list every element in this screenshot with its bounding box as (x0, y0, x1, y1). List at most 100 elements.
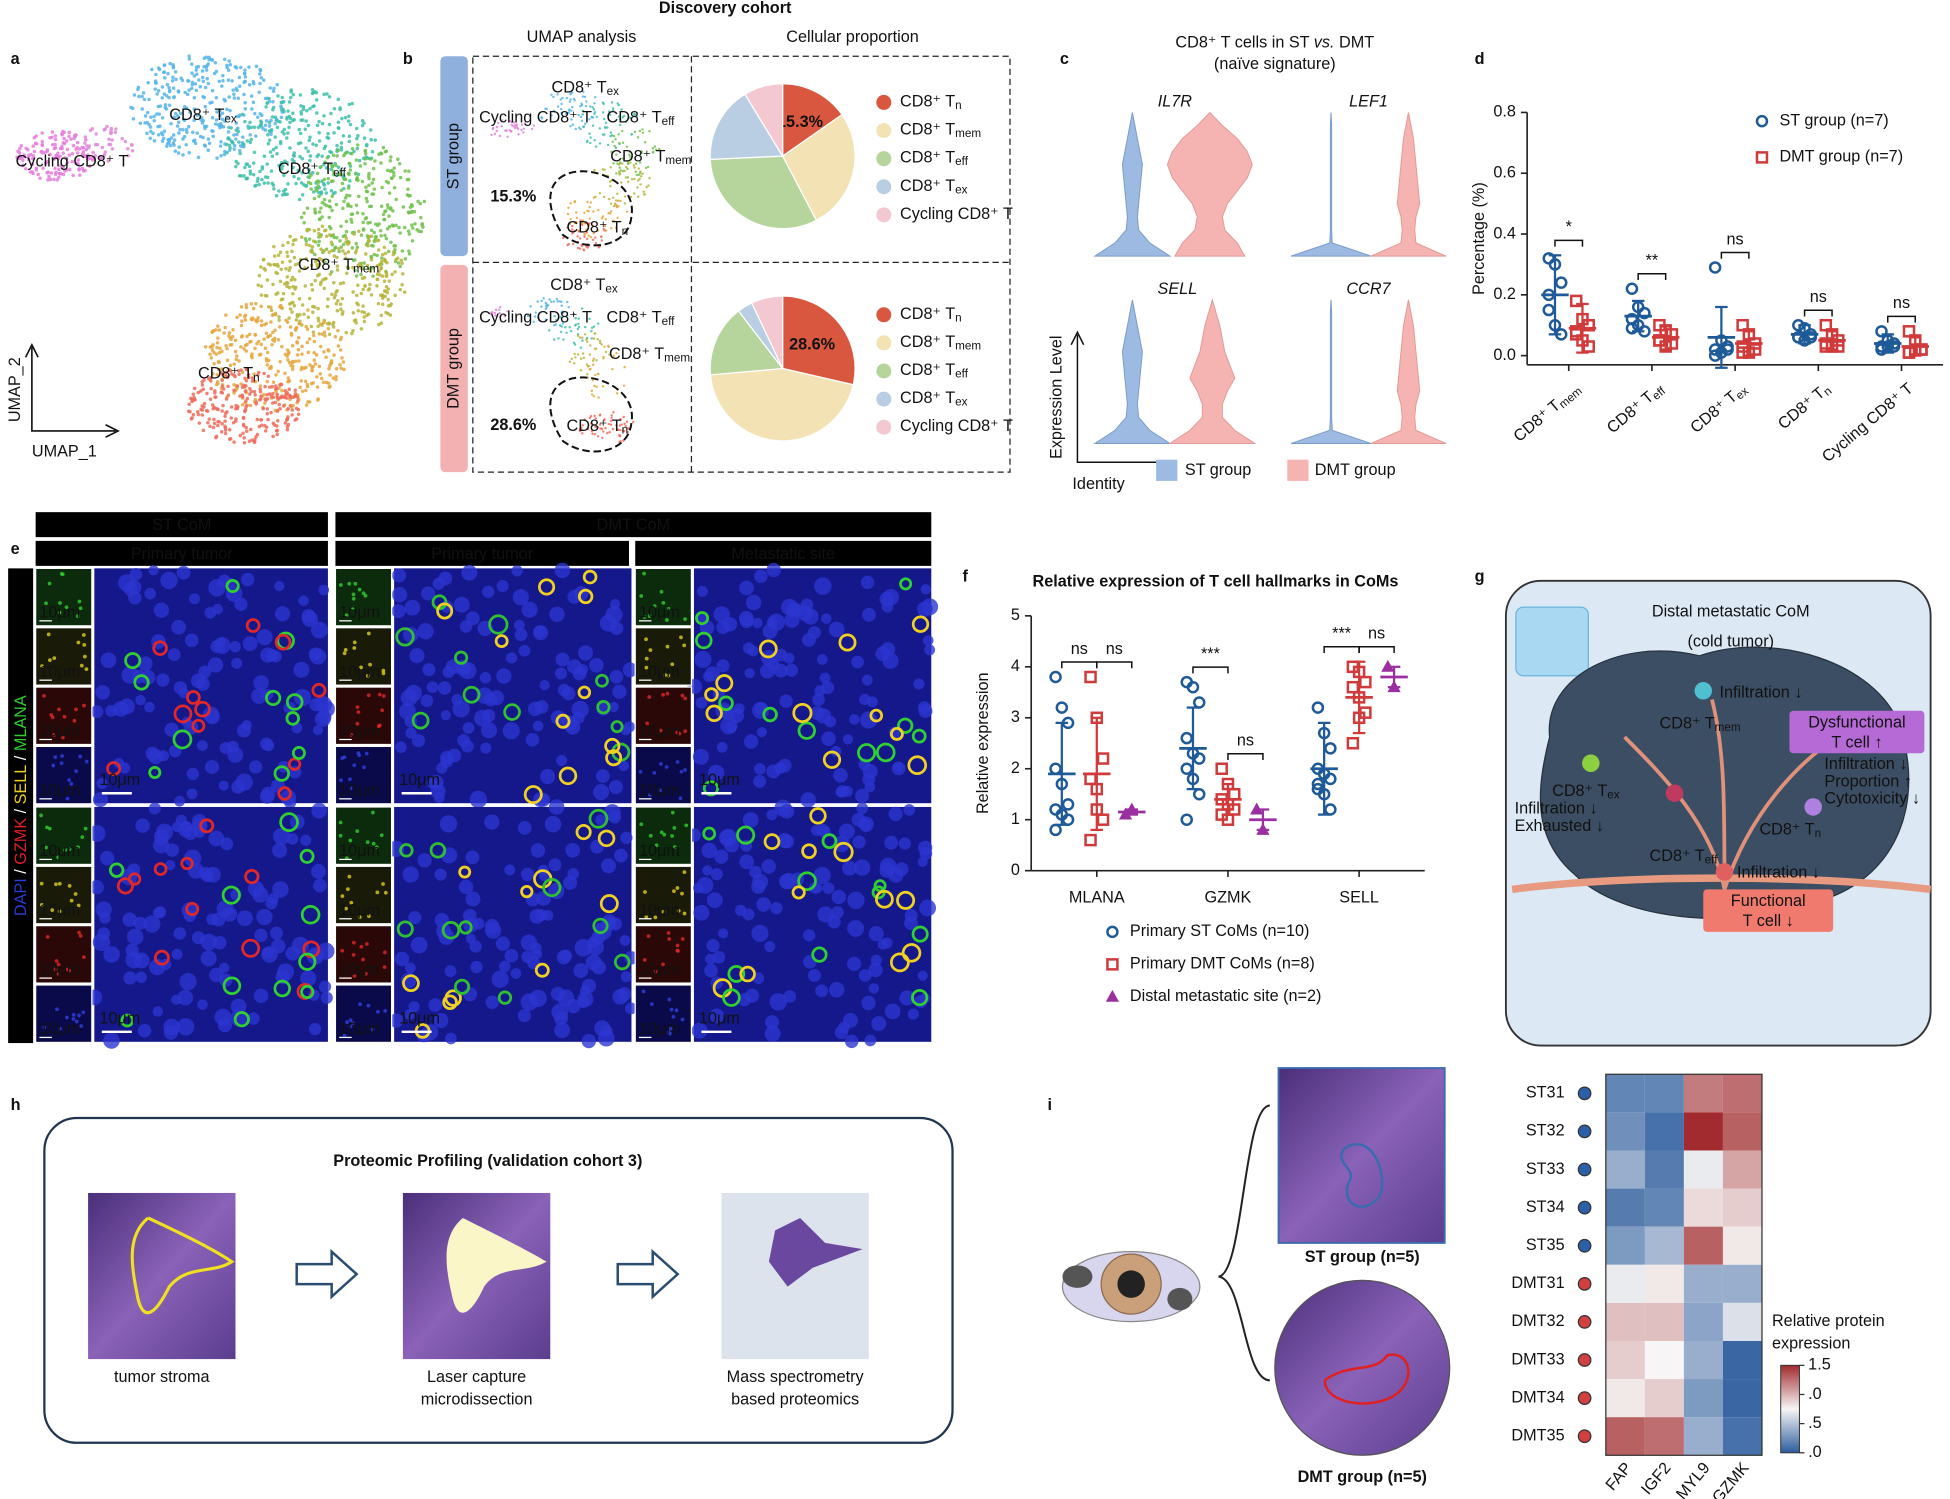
umap-dot (370, 192, 374, 196)
header-label: DMT CoM (597, 516, 671, 534)
cell (899, 577, 913, 591)
umap-dot (243, 119, 247, 124)
umap-dot (548, 298, 551, 301)
thumb-dot (349, 733, 354, 737)
umap-dot (249, 94, 254, 98)
umap-dot (293, 359, 298, 363)
umap-dot (532, 124, 536, 127)
umap-dot (611, 367, 614, 371)
umap-dot (199, 389, 203, 393)
cell (791, 885, 806, 900)
umap-dot (364, 252, 368, 256)
nucleus (247, 880, 265, 897)
umap-dot (386, 206, 390, 210)
cell (542, 877, 562, 898)
cell (173, 704, 193, 724)
cell (180, 856, 194, 871)
thumb-dot (671, 1014, 676, 1019)
umap-dot (327, 204, 332, 209)
umap-dot (259, 265, 263, 269)
umap-dot (571, 242, 575, 246)
umap-dot (370, 266, 375, 270)
sig-label: ns (1727, 230, 1744, 248)
thumb-dot (342, 651, 347, 656)
row-group-dot (1577, 1162, 1592, 1177)
umap-dot (100, 145, 105, 150)
umap-dot (292, 174, 296, 179)
umap-dot (171, 133, 176, 137)
umap-dot (272, 262, 276, 267)
thumb-dot (349, 900, 354, 905)
umap-dot (344, 271, 349, 275)
nucleus (173, 681, 188, 695)
nucleus (831, 906, 844, 919)
cell (702, 780, 720, 797)
umap-dot (328, 373, 332, 377)
umap-dot (556, 300, 559, 303)
umap-dot (392, 166, 396, 170)
umap-dot (354, 241, 358, 246)
cell (857, 743, 877, 763)
umap-dot (38, 176, 42, 180)
umap-dot (311, 170, 315, 175)
umap-dot (246, 373, 251, 377)
umap-dot (158, 104, 163, 108)
nucleus (831, 889, 847, 905)
umap-dot (379, 265, 383, 270)
umap-dot (161, 136, 166, 141)
umap-dot (577, 325, 581, 329)
panel-title: CD8⁺ T cells in ST vs. DMT (1175, 34, 1374, 52)
umap-dot (596, 372, 600, 376)
panel-label: a (11, 50, 21, 68)
title-part: CD8⁺ T cells in ST (1175, 34, 1313, 52)
thumb-dot (673, 845, 677, 850)
thumb-dot (661, 600, 666, 605)
data-point (1708, 343, 1722, 356)
umap-dot (215, 345, 219, 350)
scale-label: 10μm (39, 1020, 80, 1038)
umap-dot (573, 343, 577, 346)
umap-dot (315, 171, 320, 176)
umap-dot (288, 116, 293, 121)
nucleus (590, 839, 604, 854)
umap-dot (53, 142, 57, 147)
umap-dot (322, 146, 327, 151)
umap-dot (601, 436, 604, 440)
thumb-dot (59, 572, 64, 576)
umap-dot (588, 353, 592, 356)
nucleus (272, 842, 288, 858)
umap-dot (569, 217, 572, 221)
nucleus (554, 1022, 571, 1039)
thumb-dot (57, 881, 62, 886)
umap-dot (266, 141, 271, 146)
umap-dot (385, 261, 389, 265)
umap-dot (173, 70, 178, 74)
umap-dot (208, 352, 212, 357)
nucleus (835, 786, 847, 798)
umap-dot (639, 170, 642, 173)
panel-label: g (1475, 567, 1485, 585)
nucleus (593, 784, 610, 801)
umap-dot (226, 78, 231, 82)
axis-label: Relative expression (974, 672, 992, 814)
cell (604, 737, 621, 754)
umap-dot (582, 356, 586, 360)
umap-dot (341, 242, 346, 247)
umap-dot (329, 179, 334, 184)
cell (911, 925, 929, 943)
umap-dot (214, 328, 218, 332)
umap-dot (53, 166, 57, 171)
umap-dot (305, 382, 310, 387)
umap-dot (357, 229, 361, 234)
nucleus (589, 657, 604, 673)
umap-dot (171, 66, 176, 70)
umap-dot (513, 126, 517, 130)
umap-dot (234, 121, 239, 125)
heat-cell (1605, 1417, 1645, 1456)
umap-dot (309, 187, 313, 191)
umap-dot (206, 81, 211, 86)
umap-dot (360, 179, 365, 184)
umap-dot (403, 257, 408, 261)
thumb-dot (647, 614, 652, 618)
nucleus (496, 580, 509, 593)
